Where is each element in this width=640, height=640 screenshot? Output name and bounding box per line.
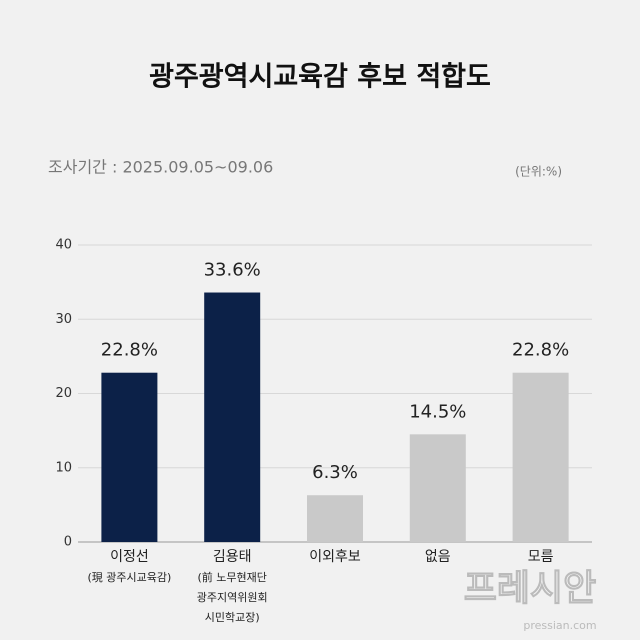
bar — [307, 495, 363, 542]
value-label: 22.8% — [512, 340, 569, 361]
x-tick-label: 이외후보 — [309, 549, 361, 565]
x-tick-label: 없음 — [425, 549, 451, 565]
category-note: 시민학교장) — [205, 611, 260, 624]
y-tick-label: 30 — [55, 312, 72, 327]
category-note: (現 광주시교육감) — [87, 571, 171, 584]
bar — [204, 292, 261, 542]
x-tick-label: 이정선 — [110, 549, 149, 565]
category-note: 광주지역위원회 — [197, 591, 268, 604]
value-label: 14.5% — [409, 401, 466, 422]
bar — [409, 434, 466, 542]
chart-title: 광주광역시교육감 후보 적합도 — [149, 62, 491, 93]
chart-subtitle: 조사기간 : 2025.09.05~09.06 — [48, 158, 273, 177]
y-tick-label: 10 — [55, 460, 72, 475]
y-tick-label: 0 — [64, 535, 72, 550]
category-note: (前 노무현재단 — [198, 570, 267, 584]
x-tick-label: 모름 — [528, 549, 554, 565]
bar — [512, 372, 569, 542]
bar — [101, 372, 158, 542]
value-label: 6.3% — [312, 462, 358, 483]
x-tick-label: 김용태 — [213, 549, 252, 565]
y-tick-label: 20 — [55, 386, 72, 401]
watermark-site: pressian.com — [523, 619, 596, 632]
y-tick-label: 40 — [55, 238, 72, 253]
watermark: 프레시안 — [464, 568, 596, 609]
value-label: 33.6% — [204, 260, 261, 281]
unit-label: (단위:%) — [515, 165, 562, 179]
value-label: 22.8% — [101, 340, 158, 361]
